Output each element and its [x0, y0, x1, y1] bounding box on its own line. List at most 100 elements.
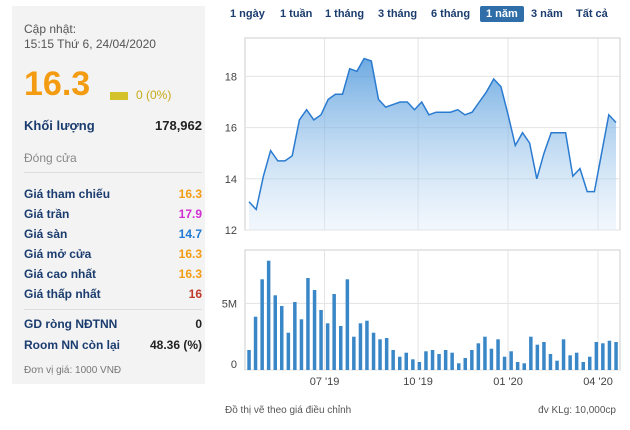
volume-row: Khối lượng 178,962: [24, 118, 202, 136]
updated-time: 15:15 Thứ 6, 24/04/2020: [24, 37, 156, 51]
volume-bar: [365, 320, 369, 370]
volume-bar: [568, 355, 572, 370]
stat-value: 17.9: [178, 207, 202, 221]
volume-bar: [483, 336, 487, 370]
volume-tick-label: 0: [231, 359, 237, 371]
volume-bar: [411, 359, 415, 370]
range-tab[interactable]: 3 tháng: [378, 8, 418, 20]
volume-bar: [384, 338, 389, 370]
x-tick-label: 04 '20: [583, 376, 613, 388]
range-tab[interactable]: 1 năm: [480, 6, 524, 22]
volume-bar: [266, 260, 271, 370]
volume-bar: [339, 326, 343, 370]
stat-label: Giá mở cửa: [24, 247, 92, 261]
volume-bar: [509, 351, 513, 370]
volume-bar: [358, 323, 363, 370]
stat-value: 16: [188, 287, 202, 301]
volume-bar: [391, 350, 395, 370]
volume-bar: [515, 362, 520, 370]
range-tab[interactable]: 3 năm: [531, 8, 563, 20]
stat-label: Giá cao nhất: [24, 267, 97, 281]
price-area: [249, 58, 616, 230]
range-tab[interactable]: 1 tháng: [325, 8, 365, 20]
stat-label: Giá sàn: [24, 227, 68, 241]
volume-bar: [352, 336, 356, 370]
volume-bar: [581, 362, 585, 370]
range-tab[interactable]: 6 tháng: [431, 8, 471, 20]
volume-bar: [457, 363, 461, 370]
adjusted-price-note: Đồ thị vẽ theo giá điều chỉnh: [225, 405, 352, 416]
volume-bar: [502, 356, 507, 370]
range-tab[interactable]: 1 ngày: [230, 8, 265, 20]
stat-row: Giá tham chiếu 16.3: [24, 187, 202, 205]
stat-value: 16.3: [178, 247, 202, 261]
volume-bar: [607, 340, 612, 370]
volume-bar: [489, 348, 494, 370]
volume-bar: [332, 294, 336, 370]
volume-bar: [614, 342, 618, 370]
volume-bar: [542, 342, 546, 370]
flat-change-icon: [110, 92, 128, 100]
foreign-net-row: GD ròng NĐTNN 0: [24, 317, 202, 335]
close-label: Đóng cửa: [24, 151, 77, 165]
foreign-room-label: Room NN còn lại: [24, 338, 121, 352]
range-tab[interactable]: Tất cả: [576, 8, 608, 20]
divider: [24, 172, 202, 173]
range-tab[interactable]: 1 tuần: [280, 8, 313, 20]
price-change: 0 (0%): [136, 88, 172, 102]
stock-summary-panel: Cập nhật: 15:15 Thứ 6, 24/04/2020 16.3 0…: [12, 6, 205, 384]
volume-bar: [476, 343, 481, 370]
volume-label: Khối lượng: [24, 118, 95, 133]
volume-bar: [404, 352, 408, 370]
volume-bar: [345, 279, 350, 370]
volume-bar: [463, 358, 467, 370]
volume-bar: [470, 350, 474, 370]
foreign-net-value: 0: [195, 317, 202, 331]
volume-bar: [535, 344, 540, 370]
stat-value: 14.7: [178, 227, 202, 241]
volume-tick-label: 5M: [222, 298, 237, 310]
stat-row: Giá thấp nhất 16: [24, 287, 202, 305]
volume-bar: [443, 350, 448, 370]
volume-bar: [594, 342, 599, 370]
volume-bar: [601, 343, 605, 370]
volume-bar: [286, 332, 291, 370]
x-tick-label: 01 '20: [493, 376, 523, 388]
volume-bar: [378, 339, 382, 370]
stat-row: Giá mở cửa 16.3: [24, 247, 202, 265]
stat-row: Giá cao nhất 16.3: [24, 267, 202, 285]
volume-bar: [312, 290, 317, 370]
volume-bar: [325, 323, 330, 370]
volume-bar: [430, 350, 435, 370]
foreign-room-value: 48.36 (%): [149, 338, 202, 352]
volume-bar: [253, 316, 258, 370]
stat-label: Giá tham chiếu: [24, 187, 111, 201]
volume-bar: [450, 352, 454, 370]
stat-value: 16.3: [178, 187, 202, 201]
stat-value: 16.3: [178, 267, 202, 281]
volume-bar: [574, 352, 579, 370]
price-tick-label: 14: [225, 174, 237, 186]
volume-bar: [522, 363, 526, 370]
volume-bar: [496, 339, 500, 370]
volume-bar: [561, 339, 566, 370]
volume-bar: [398, 356, 402, 370]
volume-bar: [247, 350, 251, 370]
volume-value: 178,962: [155, 118, 202, 133]
volume-bar: [280, 306, 284, 370]
x-tick-label: 07 '19: [310, 376, 340, 388]
volume-bar: [306, 278, 310, 370]
volume-bar: [319, 310, 323, 370]
volume-bar: [371, 332, 376, 370]
volume-bar: [424, 351, 428, 370]
volume-bar: [293, 302, 297, 370]
foreign-net-label: GD ròng NĐTNN: [24, 317, 118, 331]
price-line: [248, 57, 617, 212]
volume-bar: [529, 336, 533, 370]
volume-unit-note: đv KLg: 10,000cp: [538, 405, 616, 416]
volume-bar: [548, 354, 553, 370]
stat-label: Giá thấp nhất: [24, 287, 101, 301]
volume-bar: [417, 362, 422, 370]
volume-bar: [555, 360, 559, 370]
volume-bar: [588, 356, 592, 370]
